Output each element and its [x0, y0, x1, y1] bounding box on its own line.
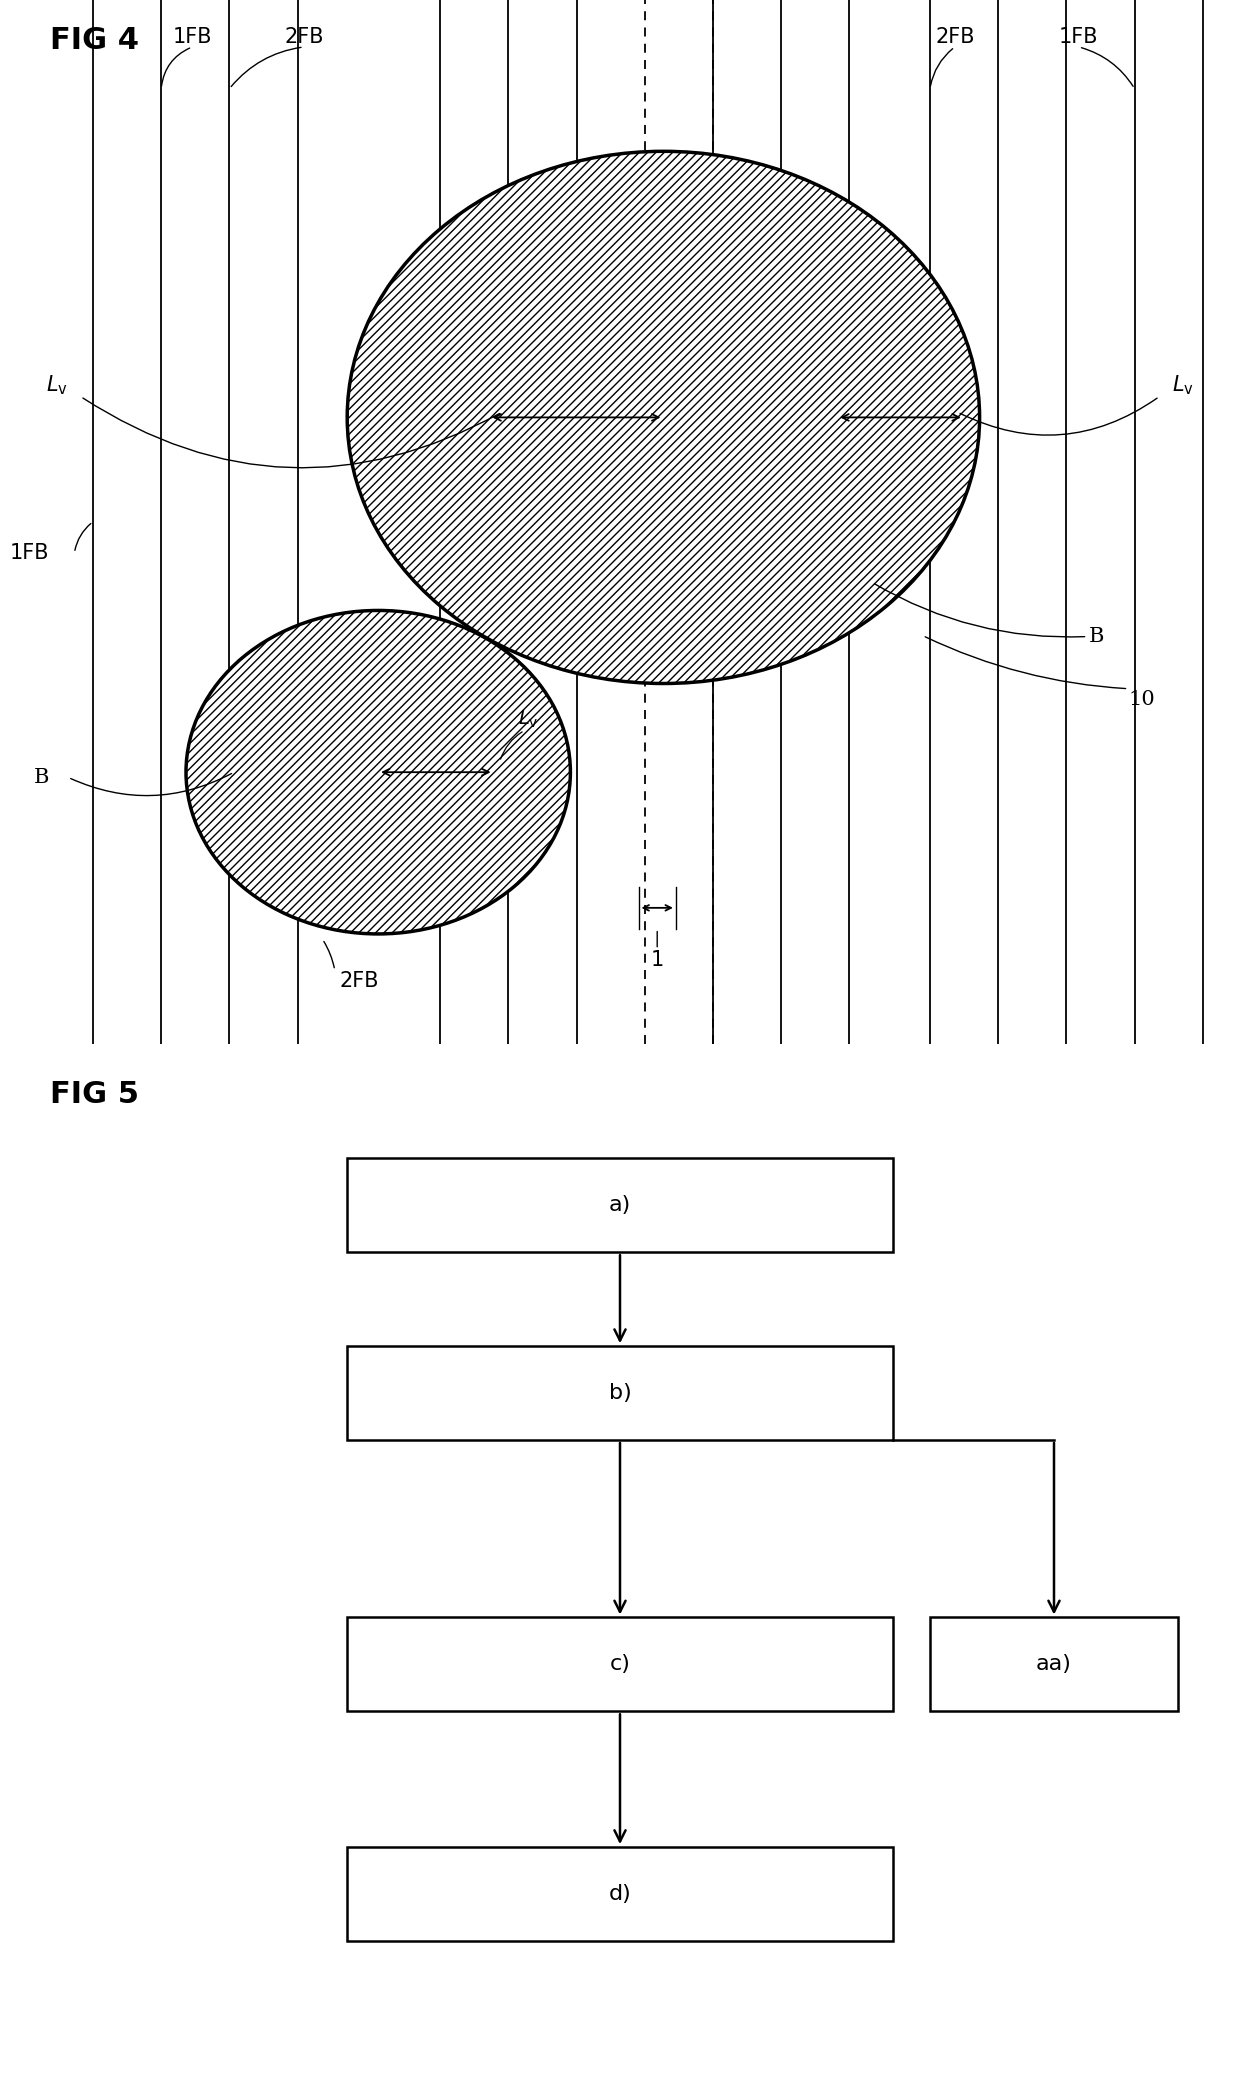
- Text: 2FB: 2FB: [935, 27, 975, 46]
- Circle shape: [347, 150, 980, 685]
- Text: c): c): [610, 1655, 630, 1674]
- Text: $L_\mathrm{v}$: $L_\mathrm{v}$: [1172, 374, 1194, 397]
- Text: 2FB: 2FB: [340, 970, 379, 991]
- Text: a): a): [609, 1196, 631, 1215]
- Text: aa): aa): [1037, 1655, 1071, 1674]
- Text: B: B: [35, 768, 50, 787]
- Bar: [930, 1617, 1178, 1711]
- Circle shape: [186, 609, 570, 935]
- Text: $L_\mathrm{v}$: $L_\mathrm{v}$: [518, 710, 539, 730]
- Bar: [347, 1617, 893, 1711]
- Bar: [347, 1158, 893, 1252]
- Text: B: B: [1089, 626, 1104, 647]
- Text: 10: 10: [1128, 689, 1156, 710]
- Bar: [347, 1847, 893, 1941]
- Text: $L_\mathrm{v}$: $L_\mathrm{v}$: [46, 374, 68, 397]
- Text: 1FB: 1FB: [1059, 27, 1099, 46]
- Text: d): d): [609, 1885, 631, 1903]
- Text: FIG 4: FIG 4: [50, 25, 139, 54]
- Text: 1FB: 1FB: [10, 543, 50, 563]
- Text: 2FB: 2FB: [284, 27, 324, 46]
- Text: 1: 1: [651, 950, 663, 970]
- Text: 1FB: 1FB: [172, 27, 212, 46]
- Text: FIG 5: FIG 5: [50, 1081, 139, 1108]
- Bar: [347, 1346, 893, 1440]
- Text: b): b): [609, 1384, 631, 1402]
